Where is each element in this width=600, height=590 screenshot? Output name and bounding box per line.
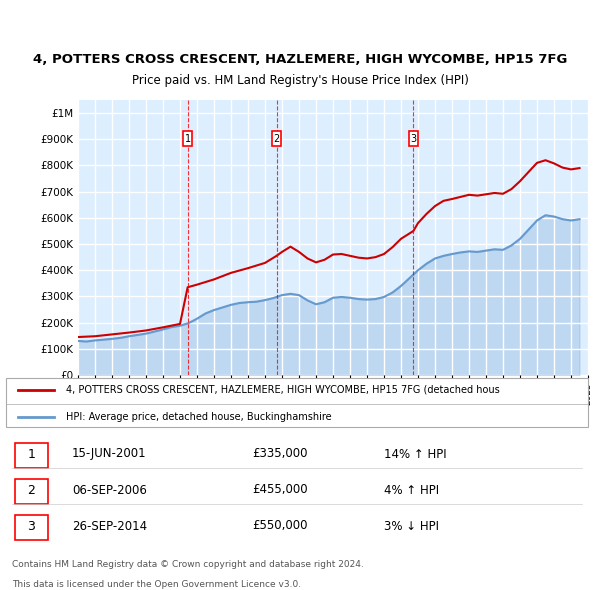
FancyBboxPatch shape: [15, 478, 48, 504]
FancyBboxPatch shape: [6, 378, 588, 427]
Text: 15-JUN-2001: 15-JUN-2001: [72, 447, 146, 461]
Text: 1: 1: [27, 447, 35, 461]
Text: 2: 2: [27, 483, 35, 497]
Text: 3: 3: [410, 133, 416, 143]
FancyBboxPatch shape: [183, 132, 193, 146]
Text: 4, POTTERS CROSS CRESCENT, HAZLEMERE, HIGH WYCOMBE, HP15 7FG: 4, POTTERS CROSS CRESCENT, HAZLEMERE, HI…: [33, 53, 567, 66]
Text: £335,000: £335,000: [252, 447, 308, 461]
Text: £455,000: £455,000: [252, 483, 308, 497]
Text: 1: 1: [185, 133, 191, 143]
Text: 26-SEP-2014: 26-SEP-2014: [72, 520, 147, 533]
Text: 3% ↓ HPI: 3% ↓ HPI: [384, 520, 439, 533]
Text: 2: 2: [274, 133, 280, 143]
Text: 4% ↑ HPI: 4% ↑ HPI: [384, 483, 439, 497]
Text: Contains HM Land Registry data © Crown copyright and database right 2024.: Contains HM Land Registry data © Crown c…: [12, 560, 364, 569]
FancyBboxPatch shape: [409, 132, 418, 146]
Text: This data is licensed under the Open Government Licence v3.0.: This data is licensed under the Open Gov…: [12, 580, 301, 589]
FancyBboxPatch shape: [15, 514, 48, 540]
Text: 3: 3: [27, 520, 35, 533]
Text: 06-SEP-2006: 06-SEP-2006: [72, 483, 147, 497]
Text: HPI: Average price, detached house, Buckinghamshire: HPI: Average price, detached house, Buck…: [66, 412, 332, 422]
FancyBboxPatch shape: [272, 132, 281, 146]
Text: 4, POTTERS CROSS CRESCENT, HAZLEMERE, HIGH WYCOMBE, HP15 7FG (detached hous: 4, POTTERS CROSS CRESCENT, HAZLEMERE, HI…: [66, 385, 500, 395]
Text: Price paid vs. HM Land Registry's House Price Index (HPI): Price paid vs. HM Land Registry's House …: [131, 74, 469, 87]
FancyBboxPatch shape: [15, 442, 48, 468]
Text: 14% ↑ HPI: 14% ↑ HPI: [384, 447, 446, 461]
Text: £550,000: £550,000: [252, 520, 308, 533]
